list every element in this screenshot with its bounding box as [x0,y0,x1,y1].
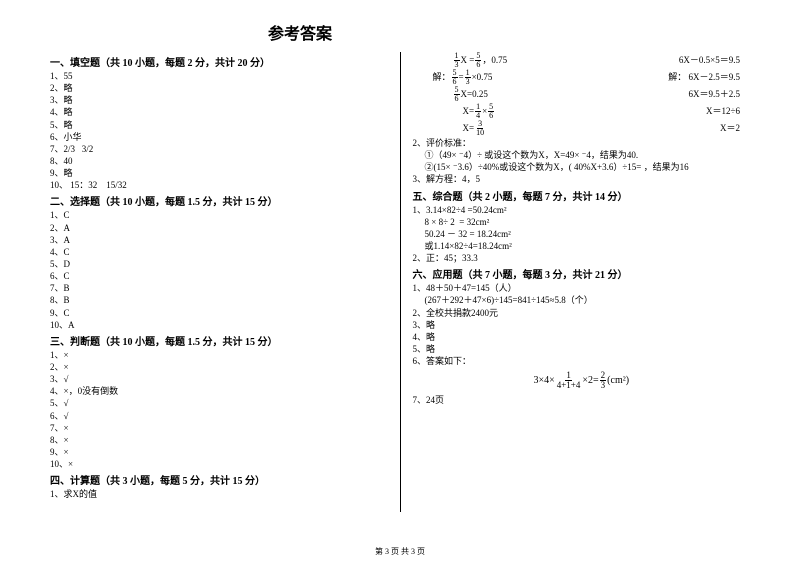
s5-item1: 1、3.14×82÷4 =50.24cm² [413,204,751,216]
s1-item: 9、略 [50,167,388,179]
two-column-layout: 一、填空题（共 10 小题，每题 2 分，共计 20 分） 1、55 2、略 3… [50,52,750,512]
section-5-heading: 五、综合题（共 2 小题，每题 7 分，共计 14 分） [413,188,751,203]
s2-item: 1、C [50,209,388,221]
s6-item4: 4、略 [413,331,751,343]
s6-item1a: (267＋292＋47×6)÷145=841÷145≈5.8（个） [413,294,751,306]
s5-item1c: 或1.14×82÷4=18.24cm² [413,240,751,252]
s1-item: 3、略 [50,94,388,106]
s3-item: 8、× [50,434,388,446]
s1-item: 4、略 [50,106,388,118]
s3-item: 9、× [50,446,388,458]
page-footer: 第 3 页 共 3 页 [0,546,800,557]
equation-row-4: X= 14 × 56 X＝12÷6 [413,103,751,120]
section-6-heading: 六、应用题（共 7 小题，每题 3 分，共计 21 分） [413,266,751,281]
s3-item: 7、× [50,422,388,434]
s3-item: 5、√ [50,397,388,409]
s6-formula: 3×4×14+1+4×2=23(cm²) [413,371,751,390]
s3-item: 1、× [50,349,388,361]
s6-item3: 3、略 [413,319,751,331]
section-4-heading: 四、计算题（共 3 小题，每题 5 分，共计 15 分） [50,472,388,487]
section-3-heading: 三、判断题（共 10 小题，每题 1.5 分，共计 15 分） [50,333,388,348]
s2-item: 5、D [50,258,388,270]
s4-item: 1、求X的值 [50,488,388,500]
s1-item: 10、 15：32 15/32 [50,179,388,191]
s1-item: 5、略 [50,119,388,131]
s4-item2a: ①（49× ⁻4）÷ 或设这个数为X，X=49× ⁻4，结果为40. [413,149,751,161]
s6-item2: 2、全校共捐款2400元 [413,307,751,319]
equation-row-1: 13 X = 56 ，0.75 6X－0.5×5＝9.5 [413,52,751,69]
s1-item: 6、小华 [50,131,388,143]
s3-item: 3、√ [50,373,388,385]
section-1-heading: 一、填空题（共 10 小题，每题 2 分，共计 20 分） [50,54,388,69]
s5-item1b: 50.24 － 32 = 18.24cm² [413,228,751,240]
page-title: 参考答案 [0,20,750,44]
s4-item3: 3、解方程：4，5 [413,173,751,185]
s6-item5: 5、略 [413,343,751,355]
s2-item: 8、B [50,294,388,306]
s2-item: 3、A [50,234,388,246]
section-2-heading: 二、选择题（共 10 小题，每题 1.5 分，共计 15 分） [50,193,388,208]
s6-item7: 7、24页 [413,394,751,406]
right-column: 13 X = 56 ，0.75 6X－0.5×5＝9.5 解： 56 = 13 … [401,52,751,512]
s6-item1: 1、48＋50＋47=145（人） [413,282,751,294]
s1-item: 1、55 [50,70,388,82]
s5-item1a: 8 × 8÷ 2 = 32cm² [413,216,751,228]
equation-row-5: X= 310 X＝2 [413,120,751,137]
equation-row-2: 解： 56 = 13 ×0.75 解： 6X－2.5＝9.5 [413,69,751,86]
s2-item: 7、B [50,282,388,294]
s4-item2: 2、评价标准： [413,137,751,149]
left-column: 一、填空题（共 10 小题，每题 2 分，共计 20 分） 1、55 2、略 3… [50,52,400,512]
s1-item: 8、40 [50,155,388,167]
s3-item: 2、× [50,361,388,373]
s3-item: 10、× [50,458,388,470]
s2-item: 4、C [50,246,388,258]
s2-item: 6、C [50,270,388,282]
equation-row-3: 56 X=0.25 6X＝9.5＋2.5 [413,86,751,103]
s1-item: 7、2/3 3/2 [50,143,388,155]
s6-item6: 6、答案如下： [413,355,751,367]
s4-item2b: ②(15× ⁻3.6）÷40%或设这个数为X，( 40%X+3.6）÷15= ，… [413,161,751,173]
s1-item: 2、略 [50,82,388,94]
s5-item2: 2、正：45；33.3 [413,252,751,264]
s2-item: 9、C [50,307,388,319]
s3-item: 4、×，0没有倒数 [50,385,388,397]
s2-item: 10、A [50,319,388,331]
s2-item: 2、A [50,222,388,234]
s3-item: 6、√ [50,410,388,422]
